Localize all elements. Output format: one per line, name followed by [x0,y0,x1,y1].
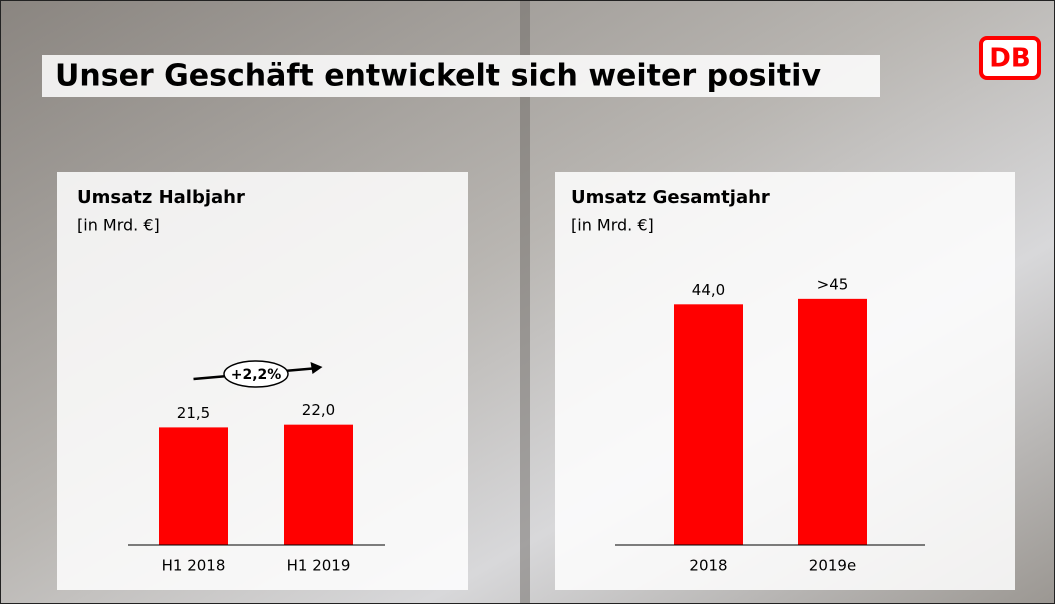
value-label: 22,0 [302,401,335,419]
slide: Unser Geschäft entwickelt sich weiter po… [0,0,1055,604]
slide-title: Unser Geschäft entwickelt sich weiter po… [55,59,821,94]
page: Unser Geschäft entwickelt sich weiter po… [0,0,1055,604]
value-label: 21,5 [177,404,210,422]
x-tick-label: H1 2018 [162,557,226,575]
logo: DB [989,44,1030,74]
x-tick-label: 2018 [689,557,727,575]
bar [798,299,867,545]
chart-title: Umsatz Halbjahr [77,187,245,208]
chart-subtitle: [in Mrd. €] [77,216,160,235]
bar [159,427,228,545]
x-tick-label: H1 2019 [287,557,351,575]
x-tick-label: 2019e [809,557,856,575]
panel [555,172,1015,590]
value-label: >45 [817,275,849,293]
bar [284,425,353,545]
bar [674,304,743,545]
chart-subtitle: [in Mrd. €] [571,216,654,235]
chart-title: Umsatz Gesamtjahr [571,187,770,208]
annotation: +2,2% [231,367,282,383]
value-label: 44,0 [692,281,725,299]
